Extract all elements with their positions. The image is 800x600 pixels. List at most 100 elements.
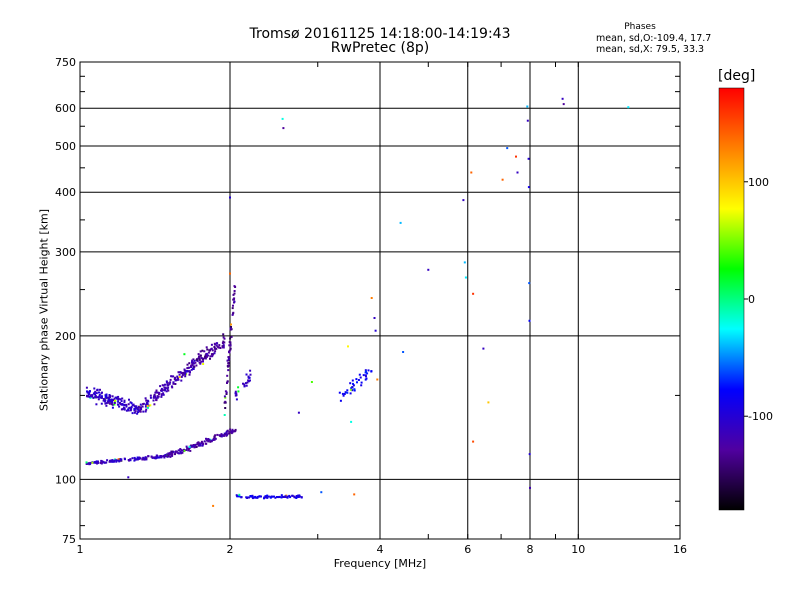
echo-point <box>107 397 110 399</box>
echo-point <box>130 407 133 410</box>
echo-point <box>349 382 352 385</box>
echo-point <box>206 355 208 358</box>
echo-point <box>162 455 165 458</box>
echo-point <box>229 327 232 330</box>
echo-point <box>227 357 230 360</box>
echo-point <box>238 493 241 496</box>
echo-point <box>353 493 356 496</box>
echo-point <box>210 347 213 350</box>
echo-point <box>226 359 229 362</box>
echo-point <box>199 354 202 357</box>
echo-point <box>187 366 190 369</box>
echo-point <box>110 398 113 401</box>
echo-point <box>296 495 299 498</box>
echo-point <box>211 355 214 358</box>
echo-point <box>222 344 225 347</box>
echo-point <box>289 496 292 499</box>
echo-point <box>188 445 191 448</box>
echo-point <box>134 410 137 413</box>
echo-point <box>108 460 111 463</box>
echo-point <box>183 368 186 371</box>
echo-point <box>162 393 165 396</box>
echo-point <box>251 496 254 498</box>
echo-point <box>222 336 225 339</box>
echo-point <box>183 353 186 356</box>
echo-point <box>472 440 475 443</box>
echo-point <box>133 405 136 408</box>
echo-point <box>110 459 113 462</box>
echo-point <box>204 355 207 358</box>
echo-point <box>144 397 147 400</box>
echo-point <box>223 337 226 340</box>
echo-point <box>91 461 94 464</box>
echo-point <box>89 394 92 397</box>
echo-point <box>229 344 232 347</box>
echo-point <box>107 400 109 403</box>
echo-point <box>138 457 141 460</box>
echo-point <box>117 459 120 462</box>
echo-point <box>172 450 175 453</box>
echo-point <box>189 445 192 448</box>
echo-point <box>127 409 130 412</box>
echo-point <box>127 476 130 479</box>
echo-point <box>351 386 354 389</box>
echo-point <box>113 402 116 404</box>
echo-point <box>91 394 94 397</box>
echo-point <box>240 496 243 499</box>
echo-point <box>145 399 148 402</box>
echo-point <box>310 381 313 383</box>
echo-point <box>192 445 195 447</box>
echo-point <box>199 362 202 365</box>
echo-point <box>100 402 103 405</box>
echo-point <box>137 411 139 414</box>
echo-point <box>297 411 300 414</box>
echo-point <box>627 106 630 109</box>
echo-point <box>214 343 217 346</box>
echo-point <box>165 380 168 383</box>
echo-point <box>293 495 296 498</box>
echo-point <box>182 450 185 452</box>
echo-point <box>229 428 232 431</box>
echo-point <box>133 409 136 412</box>
echo-point <box>249 495 252 497</box>
echo-point <box>144 456 147 459</box>
echo-point <box>202 443 205 445</box>
echo-point <box>86 390 88 393</box>
echo-point <box>157 395 160 398</box>
echo-point <box>205 346 208 349</box>
echo-point <box>341 392 344 395</box>
echo-point <box>367 369 370 372</box>
echo-point <box>166 381 169 384</box>
echo-point <box>214 437 217 440</box>
echo-point <box>191 363 194 366</box>
echo-point <box>219 435 222 437</box>
echo-point <box>157 456 160 459</box>
echo-point <box>137 457 139 460</box>
echo-point <box>125 405 128 408</box>
echo-point <box>200 442 203 445</box>
echo-point <box>200 360 203 363</box>
echo-point <box>167 389 170 392</box>
echo-point <box>146 399 149 402</box>
echo-point <box>169 381 172 384</box>
echo-point <box>180 379 183 382</box>
echo-point <box>205 352 208 355</box>
echo-point <box>183 449 186 452</box>
echo-point <box>191 359 194 362</box>
echo-point <box>197 357 200 360</box>
echo-point <box>119 458 121 461</box>
echo-point <box>163 386 166 389</box>
echo-point <box>346 391 349 394</box>
echo-point <box>100 461 103 464</box>
echo-point <box>199 443 202 446</box>
echo-point <box>123 408 126 411</box>
y-tick-label: 400 <box>55 186 76 199</box>
echo-point <box>136 456 139 459</box>
echo-point <box>214 350 217 353</box>
x-tick-label: 2 <box>227 543 234 556</box>
echo-point <box>220 433 223 436</box>
echo-point <box>373 317 376 319</box>
echo-point <box>85 386 88 389</box>
echo-point <box>242 382 244 385</box>
echo-point <box>88 395 91 398</box>
